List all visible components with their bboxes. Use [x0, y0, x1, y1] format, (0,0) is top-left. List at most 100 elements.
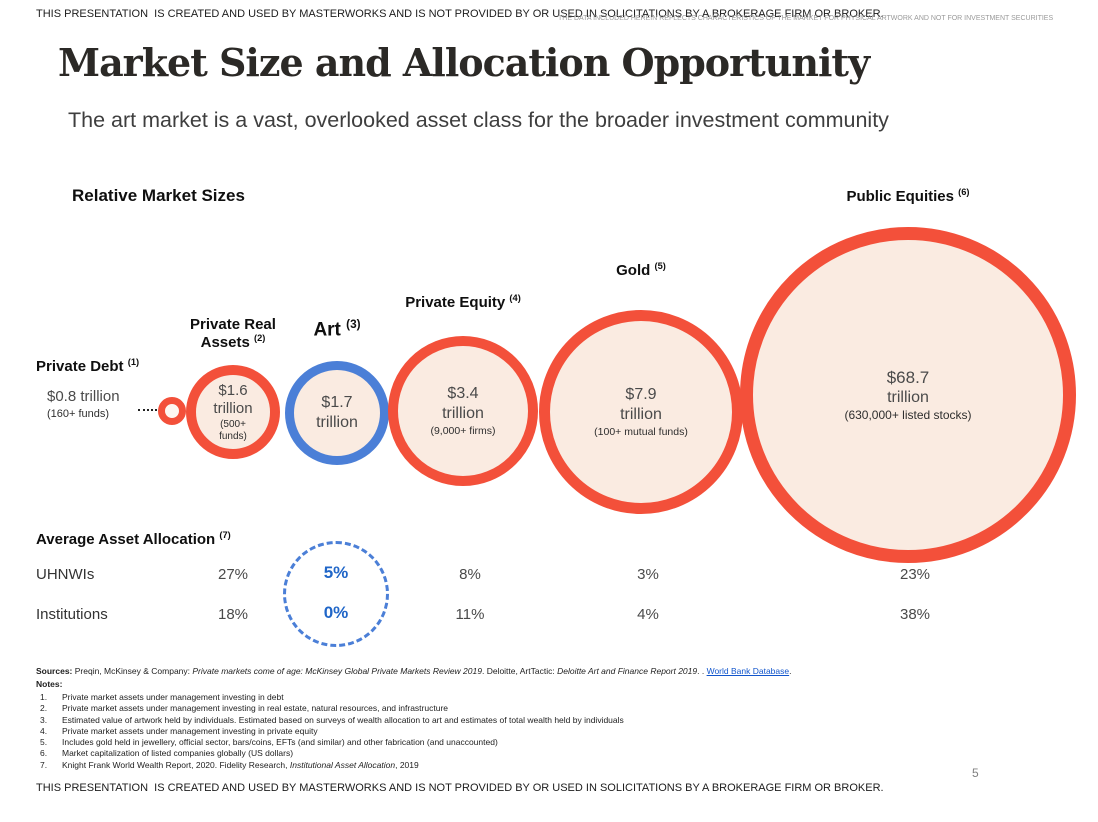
sources-text: . Deloitte, ArtTactic: [481, 666, 558, 676]
bubble-value: $1.6 [218, 382, 248, 399]
bubble-unit: trillion [316, 414, 358, 431]
note-number: 3. [40, 714, 48, 725]
sources-italic-1: Private markets come of age: McKinsey Gl… [192, 666, 482, 676]
bubble-private-real-assets: $1.6 trillion (500+ funds) [186, 365, 280, 459]
alloc-uhnwis-art: 5% [323, 563, 349, 582]
footnote-ref-2: (2) [254, 333, 266, 344]
alloc-institutions-private-real-assets: 18% [217, 606, 249, 623]
bubble-unit: trillion [442, 405, 484, 423]
bubble-public-equities: $68.7 trillion (630,000+ listed stocks) [740, 227, 1076, 563]
bubble-unit: trillion [887, 389, 929, 407]
bottom-disclaimer: THIS PRESENTATION IS CREATED AND USED BY… [36, 782, 884, 794]
label-private-debt-text: Private Debt [36, 358, 124, 375]
footnote-ref-5: (5) [654, 261, 666, 271]
label-private-debt: Private Debt (1) [36, 357, 186, 375]
sources-text: . . [697, 666, 707, 676]
page-number: 5 [972, 766, 979, 780]
note-text: Private market assets under management i… [62, 725, 318, 736]
label-private-real-assets-text: Private Real Assets [190, 316, 276, 352]
footnote-ref-1: (1) [127, 357, 140, 367]
note-text-part: , 2019 [395, 759, 419, 770]
note-item: 7. Knight Frank World Wealth Report, 202… [40, 760, 624, 771]
note-italic-part: Institutional Asset Allocation [289, 759, 396, 770]
sources-label: Sources: [36, 666, 73, 676]
allocation-heading-text: Average Asset Allocation [36, 531, 216, 548]
note-text-part: Knight Frank World Wealth Report, 2020. … [62, 759, 290, 770]
allocation-row-label-institutions: Institutions [36, 606, 108, 623]
private-debt-detail: (160+ funds) [47, 408, 110, 420]
note-item: 5. Includes gold held in jewellery, offi… [40, 737, 624, 748]
note-item: 1. Private market assets under managemen… [40, 692, 624, 703]
bubble-value: $1.7 [321, 394, 353, 411]
notes-heading: Notes: [36, 679, 63, 689]
world-bank-database-link[interactable]: World Bank Database [706, 666, 790, 676]
note-number: 4. [40, 725, 48, 736]
note-text: Includes gold held in jewellery, officia… [62, 737, 498, 748]
footnote-ref-6: (6) [958, 187, 970, 197]
label-art: Art (3) [287, 318, 387, 341]
bubble-unit: trillion [620, 406, 662, 424]
note-text: Knight Frank World Wealth Report, 2020. … [62, 760, 419, 771]
sources-line: Sources: Preqin, McKinsey & Company: Pri… [36, 666, 1081, 676]
page-subtitle: The art market is a vast, overlooked ass… [68, 108, 889, 132]
alloc-uhnwis-private-real-assets: 27% [217, 566, 249, 583]
note-number: 2. [40, 703, 48, 714]
bubble-detail: (9,000+ firms) [430, 425, 496, 438]
bubble-private-equity: $3.4 trillion (9,000+ firms) [388, 336, 538, 486]
allocation-heading: Average Asset Allocation (7) [36, 530, 231, 548]
alloc-uhnwis-private-equity: 8% [459, 566, 481, 583]
note-item: 4. Private market assets under managemen… [40, 726, 624, 737]
top-disclaimer-overlay: THE DATA INCLUDED HEREIN REFLECTS CHARAC… [558, 15, 1054, 22]
bubble-unit: trillion [213, 400, 253, 417]
note-text: Estimated value of artwork held by indiv… [62, 714, 624, 725]
note-number: 1. [40, 692, 48, 702]
page-title: Market Size and Allocation Opportunity [58, 40, 870, 85]
private-debt-value: $0.8 trillion [47, 388, 120, 405]
alloc-uhnwis-gold: 3% [637, 566, 659, 583]
allocation-row-label-uhnwis: UHNWIs [36, 566, 95, 583]
bubble-detail: (630,000+ listed stocks) [844, 408, 972, 423]
bubble-value: $68.7 [886, 367, 930, 387]
note-item: 6. Market capitalization of listed compa… [40, 748, 624, 759]
note-text: Private market assets under management i… [62, 692, 284, 702]
label-private-real-assets: Private Real Assets (2) [172, 316, 294, 352]
label-private-equity: Private Equity (4) [383, 293, 543, 311]
bubble-private-debt [158, 397, 186, 425]
art-allocation-dashed-circle [283, 541, 389, 647]
note-text: Private market assets under management i… [62, 703, 448, 714]
footnote-ref-7: (7) [219, 530, 231, 540]
alloc-institutions-art: 0% [323, 603, 349, 622]
footnote-ref-3: (3) [346, 318, 361, 331]
alloc-institutions-private-equity: 11% [455, 606, 485, 623]
note-item: 3. Estimated value of artwork held by in… [40, 715, 624, 726]
note-number: 7. [40, 759, 48, 770]
label-gold: Gold (5) [591, 261, 691, 279]
bubble-value: $3.4 [447, 385, 479, 403]
private-debt-dotted-connector [138, 409, 161, 411]
label-public-equities: Public Equities (6) [808, 187, 1008, 205]
section-heading-relative-market-sizes: Relative Market Sizes [72, 186, 245, 205]
label-art-text: Art [313, 319, 341, 341]
bubble-detail: (100+ mutual funds) [594, 426, 688, 439]
note-text: Market capitalization of listed companie… [62, 748, 294, 759]
label-public-equities-text: Public Equities [846, 188, 954, 205]
bubble-gold: $7.9 trillion (100+ mutual funds) [539, 310, 743, 514]
footnote-ref-4: (4) [509, 293, 521, 303]
alloc-institutions-public-equities: 38% [899, 606, 931, 623]
bubble-art: $1.7 trillion [285, 361, 389, 465]
label-gold-text: Gold [616, 262, 651, 279]
note-number: 5. [40, 737, 48, 748]
top-disclaimer: THIS PRESENTATION IS CREATED AND USED BY… [36, 8, 884, 20]
sources-italic-2: Deloitte Art and Finance Report 2019 [557, 666, 698, 676]
label-private-equity-text: Private Equity [405, 294, 506, 311]
sources-text: . [789, 666, 792, 676]
bubble-value: $7.9 [625, 386, 657, 404]
alloc-institutions-gold: 4% [637, 606, 659, 623]
bubble-detail: (500+ funds) [219, 419, 247, 442]
sources-text: Preqin, McKinsey & Company: [72, 666, 193, 676]
notes-list: 1. Private market assets under managemen… [40, 692, 624, 771]
note-item: 2. Private market assets under managemen… [40, 703, 624, 714]
note-number: 6. [40, 748, 48, 759]
alloc-uhnwis-public-equities: 23% [899, 566, 931, 583]
